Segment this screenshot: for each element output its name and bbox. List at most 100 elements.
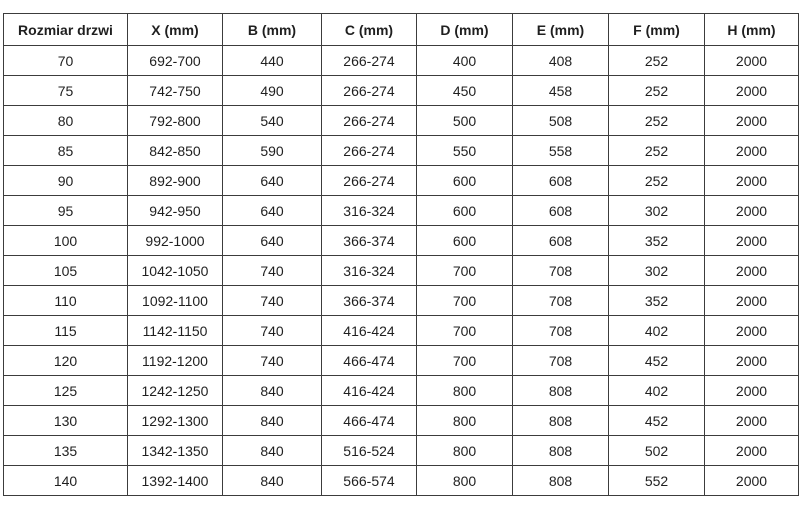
table-cell: 2000 (704, 255, 799, 286)
table-row: 125 1242-1250 840 416-424 800 808 402 2000 (3, 375, 799, 406)
table-cell: 800 (416, 435, 513, 466)
table-cell: 508 (512, 105, 609, 136)
column-header: C (mm) (321, 13, 417, 46)
table-cell: 808 (512, 465, 609, 496)
table-cell: 2000 (704, 165, 799, 196)
table-cell: 266-274 (321, 45, 417, 76)
table-cell: 892-900 (127, 165, 223, 196)
table-cell: 550 (416, 135, 513, 166)
table-row: 80 792-800 540 266-274 500 508 252 2000 (3, 105, 799, 136)
table-cell: 416-424 (321, 375, 417, 406)
table-cell: 808 (512, 375, 609, 406)
table-cell: 1192-1200 (127, 345, 223, 376)
table-cell: 402 (608, 375, 705, 406)
column-header: B (mm) (222, 13, 322, 46)
table-cell: 402 (608, 315, 705, 346)
table-cell: 740 (222, 315, 322, 346)
table-cell: 130 (3, 405, 128, 436)
table-cell: 840 (222, 465, 322, 496)
table-header: Rozmiar drzwi X (mm) B (mm) C (mm) D (mm) E (… (3, 13, 799, 46)
table-cell: 590 (222, 135, 322, 166)
table-cell: 490 (222, 75, 322, 106)
column-header: Rozmiar drzwi (3, 13, 128, 46)
table-cell: 792-800 (127, 105, 223, 136)
table-cell: 700 (416, 345, 513, 376)
table-cell: 466-474 (321, 345, 417, 376)
table-cell: 105 (3, 255, 128, 286)
table-body: 70 692-700 440 266-274 400 408 252 2000 75 742-75… (3, 45, 799, 496)
table-cell: 366-374 (321, 225, 417, 256)
table-cell: 400 (416, 45, 513, 76)
table-cell: 2000 (704, 285, 799, 316)
table-cell: 266-274 (321, 75, 417, 106)
table-row: 85 842-850 590 266-274 550 558 252 2000 (3, 135, 799, 166)
table-cell: 640 (222, 225, 322, 256)
table-cell: 2000 (704, 45, 799, 76)
table-cell: 252 (608, 165, 705, 196)
table-cell: 252 (608, 75, 705, 106)
table-cell: 942-950 (127, 195, 223, 226)
table-cell: 800 (416, 375, 513, 406)
table-row: 140 1392-1400 840 566-574 800 808 552 2000 (3, 465, 799, 496)
table-cell: 80 (3, 105, 128, 136)
table-cell: 558 (512, 135, 609, 166)
column-header: E (mm) (512, 13, 609, 46)
table-cell: 2000 (704, 195, 799, 226)
table-cell: 740 (222, 285, 322, 316)
table-cell: 516-524 (321, 435, 417, 466)
table-cell: 2000 (704, 135, 799, 166)
table-cell: 708 (512, 315, 609, 346)
table-cell: 740 (222, 255, 322, 286)
table-cell: 120 (3, 345, 128, 376)
table-cell: 708 (512, 345, 609, 376)
table-cell: 800 (416, 405, 513, 436)
column-header: X (mm) (127, 13, 223, 46)
table-cell: 316-324 (321, 255, 417, 286)
table-cell: 708 (512, 285, 609, 316)
table-cell: 252 (608, 45, 705, 76)
table-cell: 135 (3, 435, 128, 466)
table-cell: 2000 (704, 375, 799, 406)
table-cell: 352 (608, 285, 705, 316)
table-cell: 840 (222, 375, 322, 406)
table-cell: 700 (416, 255, 513, 286)
table-cell: 466-474 (321, 405, 417, 436)
table-cell: 2000 (704, 345, 799, 376)
table-cell: 70 (3, 45, 128, 76)
table-row: 105 1042-1050 740 316-324 700 708 302 2000 (3, 255, 799, 286)
table-cell: 302 (608, 195, 705, 226)
table-cell: 566-574 (321, 465, 417, 496)
table-cell: 992-1000 (127, 225, 223, 256)
table-cell: 840 (222, 435, 322, 466)
table-cell: 266-274 (321, 165, 417, 196)
table-cell: 2000 (704, 465, 799, 496)
table-cell: 140 (3, 465, 128, 496)
table-cell: 692-700 (127, 45, 223, 76)
table-row: 115 1142-1150 740 416-424 700 708 402 2000 (3, 315, 799, 346)
table-cell: 2000 (704, 225, 799, 256)
table-cell: 608 (512, 195, 609, 226)
table-cell: 800 (416, 465, 513, 496)
table-cell: 458 (512, 75, 609, 106)
table-cell: 316-324 (321, 195, 417, 226)
table-cell: 700 (416, 285, 513, 316)
table-cell: 2000 (704, 315, 799, 346)
table-cell: 440 (222, 45, 322, 76)
table-cell: 1342-1350 (127, 435, 223, 466)
table-cell: 110 (3, 285, 128, 316)
table-row: 130 1292-1300 840 466-474 800 808 452 2000 (3, 405, 799, 436)
table-cell: 600 (416, 225, 513, 256)
table-cell: 452 (608, 345, 705, 376)
table-cell: 266-274 (321, 105, 417, 136)
table-cell: 708 (512, 255, 609, 286)
table-cell: 1042-1050 (127, 255, 223, 286)
table-cell: 90 (3, 165, 128, 196)
table-cell: 1092-1100 (127, 285, 223, 316)
table-row: 70 692-700 440 266-274 400 408 252 2000 (3, 45, 799, 76)
table-cell: 252 (608, 105, 705, 136)
table-cell: 842-850 (127, 135, 223, 166)
table-cell: 2000 (704, 75, 799, 106)
column-header: D (mm) (416, 13, 513, 46)
table-cell: 266-274 (321, 135, 417, 166)
